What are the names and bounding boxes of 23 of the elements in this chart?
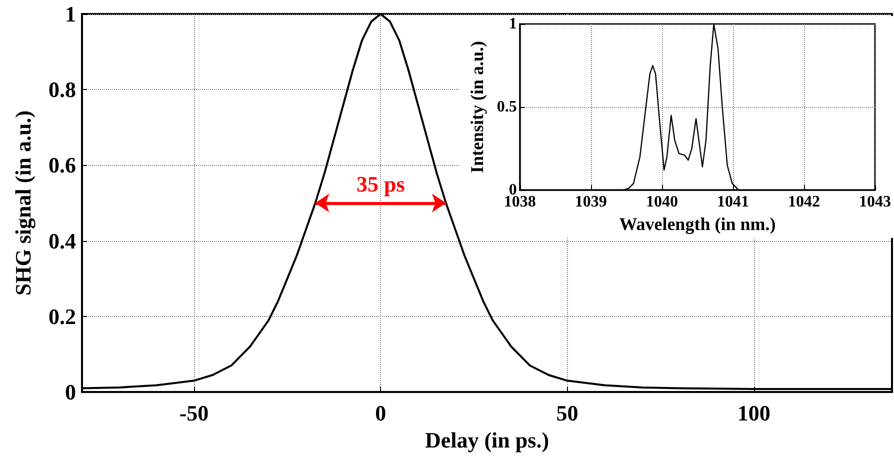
y-tick-label: 0.8 (48, 77, 76, 102)
line-series (81, 13, 893, 390)
x-axis-title: Wavelength (in nm.) (619, 214, 776, 234)
y-tick-label: 0.5 (496, 98, 517, 116)
x-tick-label: 100 (737, 400, 770, 426)
x-tick-label: -50 (179, 400, 209, 426)
x-tick-label: 1040 (646, 194, 678, 211)
x-tick-label: 1039 (574, 194, 607, 211)
x-tick-label: 1043 (859, 194, 891, 211)
y-axis-title: Intensity (in a.u.) (467, 41, 487, 174)
y-tick-label: 0.6 (48, 152, 76, 178)
y-tick-label: 1 (65, 2, 76, 26)
y-tick-label: 0 (65, 380, 76, 404)
y-tick-label: 0.4 (48, 228, 76, 254)
x-tick-label: 0 (375, 400, 386, 426)
y-axis-title: SHG signal (in a.u.) (10, 110, 36, 296)
x-tick-label: 1042 (788, 194, 820, 211)
x-tick-label: 1041 (716, 194, 749, 211)
x-tick-label: 50 (556, 400, 578, 426)
annotation: 35 ps (356, 172, 406, 196)
y-tick-label: 1 (508, 16, 517, 32)
y-tick-label: 0.2 (48, 304, 76, 329)
x-axis-title: Delay (in ps.) (424, 427, 550, 452)
